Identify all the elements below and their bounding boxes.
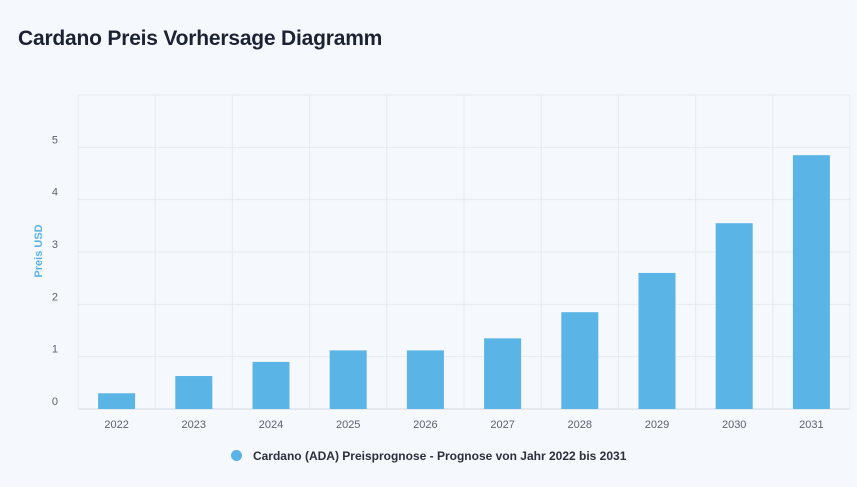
bar[interactable] xyxy=(98,393,136,409)
chart-title: Cardano Preis Vorhersage Diagramm xyxy=(18,27,383,50)
x-tick-label: 2022 xyxy=(104,419,128,431)
x-tick-labels: 2022 2023 2024 2025 2026 2027 2028 2029 2030 2031 xyxy=(104,419,823,431)
bar[interactable] xyxy=(792,155,830,409)
legend[interactable]: Cardano (ADA) Preisprognose - Prognose v… xyxy=(0,449,857,463)
x-tick-label: 2023 xyxy=(182,419,206,431)
x-tick-label: 2029 xyxy=(645,419,669,431)
bar[interactable] xyxy=(484,338,522,409)
x-tick-label: 2026 xyxy=(413,419,437,431)
y-tick-label: 0 xyxy=(52,396,58,408)
x-tick-label: 2030 xyxy=(722,419,746,431)
x-tick-label: 2025 xyxy=(336,419,360,431)
y-tick-labels: 0 1 2 3 4 5 xyxy=(52,134,58,408)
bar[interactable] xyxy=(175,376,213,409)
legend-swatch xyxy=(230,450,242,461)
y-tick-label: 4 xyxy=(52,187,58,199)
y-tick-label: 1 xyxy=(52,344,58,356)
bar[interactable] xyxy=(638,272,676,409)
bars xyxy=(98,155,830,409)
y-tick-label: 5 xyxy=(52,134,58,146)
y-tick-label: 3 xyxy=(52,239,58,251)
y-tick-label: 2 xyxy=(52,291,58,303)
bar[interactable] xyxy=(561,312,599,409)
bar[interactable] xyxy=(329,350,367,409)
legend-label: Cardano (ADA) Preisprognose - Prognose v… xyxy=(252,449,627,463)
x-tick-label: 2027 xyxy=(490,419,514,431)
bar[interactable] xyxy=(715,223,753,409)
x-tick-label: 2024 xyxy=(259,419,283,431)
bar[interactable] xyxy=(252,361,290,409)
bar[interactable] xyxy=(406,350,444,409)
x-tick-label: 2028 xyxy=(568,419,592,431)
x-tick-label: 2031 xyxy=(799,419,823,431)
y-axis-label: Preis USD xyxy=(33,224,45,277)
